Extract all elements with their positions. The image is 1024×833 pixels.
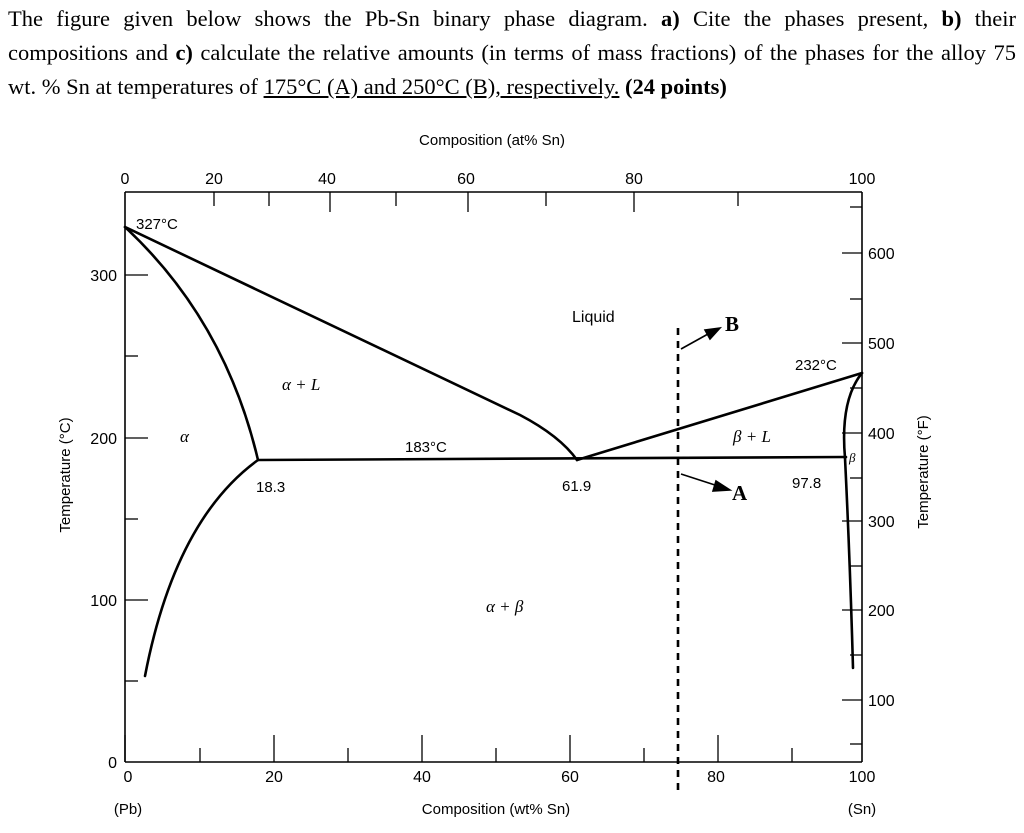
bottom-tick-marks (124, 735, 793, 762)
alpha-plus-beta-label: α + β (486, 597, 524, 616)
liquid-region-label: Liquid (572, 309, 615, 326)
left-tick-label: 100 (90, 593, 117, 610)
part-b-text: their compositions and (8, 6, 1016, 65)
left-axis-title: Temperature (°C) (57, 417, 74, 532)
alpha-plus-liquid-label: α + L (282, 375, 320, 394)
beta-region-label: β (848, 450, 856, 465)
beta-solubility-label: 97.8 (792, 475, 821, 492)
solvus-beta (843, 456, 855, 670)
right-tick-labels: 100 200 300 400 500 600 (868, 246, 895, 710)
alpha-region-label: α (180, 427, 190, 446)
pb-melting-point-label: 327°C (136, 216, 178, 233)
axis-frame (124, 191, 863, 763)
pb-label: (Pb) (114, 801, 142, 818)
part-a-text: Cite the phases present, (679, 6, 942, 31)
bottom-tick-label: 0 (124, 769, 133, 786)
point-a-arrow (680, 473, 733, 492)
left-tick-marks (125, 274, 148, 682)
solvus-alpha (143, 458, 260, 678)
top-tick-label: 60 (457, 171, 475, 188)
right-tick-label: 400 (868, 426, 895, 443)
left-tick-label: 300 (90, 268, 117, 285)
top-tick-label: 100 (849, 171, 876, 188)
top-tick-marks (213, 192, 739, 212)
sn-melting-point-label: 232°C (795, 357, 837, 374)
beta-plus-liquid-label: β + L (732, 427, 771, 446)
eutectic-composition-label: 61.9 (562, 478, 591, 495)
temperatures-text: 175°C (A) and 250°C (B), respectively. (263, 74, 620, 99)
liquidus-left (123, 225, 579, 462)
top-tick-label: 80 (625, 171, 643, 188)
bottom-tick-label: 60 (561, 769, 579, 786)
liquidus-right (575, 371, 864, 462)
points-text: (24 points) (625, 74, 727, 99)
bottom-tick-labels: 0 20 40 60 80 100 (124, 769, 876, 786)
bottom-tick-label: 40 (413, 769, 431, 786)
top-tick-label: 0 (121, 171, 130, 188)
bottom-tick-label: 20 (265, 769, 283, 786)
part-c-marker: c) (175, 40, 193, 65)
point-a-label: A (732, 481, 748, 505)
question-intro: The figure given below shows the Pb-Sn b… (8, 6, 661, 31)
part-b-marker: b) (941, 6, 962, 31)
question-text: The figure given below shows the Pb-Sn b… (8, 2, 1016, 104)
left-tick-label: 200 (90, 431, 117, 448)
right-tick-marks (842, 206, 862, 745)
phase-boundaries (123, 225, 864, 678)
solidus-alpha (123, 225, 260, 462)
solidus-beta (842, 371, 864, 460)
top-tick-label: 40 (318, 171, 336, 188)
eutectic-temperature-label: 183°C (405, 439, 447, 456)
sn-label: (Sn) (848, 801, 876, 818)
left-tick-label: 0 (108, 755, 117, 772)
right-tick-label: 200 (868, 603, 895, 620)
right-axis-title: Temperature (°F) (915, 415, 932, 529)
bottom-tick-label: 100 (849, 769, 876, 786)
left-tick-labels: 0 100 200 300 (90, 268, 117, 772)
right-tick-label: 600 (868, 246, 895, 263)
right-tick-label: 500 (868, 336, 895, 353)
point-b-arrow (680, 326, 723, 350)
bottom-tick-label: 80 (707, 769, 725, 786)
eutectic-line (256, 455, 848, 462)
part-c-text: calculate the relative amounts (in terms… (8, 40, 1016, 99)
alpha-solubility-label: 18.3 (256, 479, 285, 496)
part-a-marker: a) (660, 6, 680, 31)
bottom-axis-title: Composition (wt% Sn) (422, 801, 570, 818)
top-axis-title: Composition (at% Sn) (419, 132, 565, 149)
right-tick-label: 300 (868, 514, 895, 531)
top-tick-label: 20 (205, 171, 223, 188)
top-tick-labels: 0 20 40 60 80 100 (121, 171, 876, 188)
right-tick-label: 100 (868, 693, 895, 710)
point-b-label: B (725, 312, 739, 336)
